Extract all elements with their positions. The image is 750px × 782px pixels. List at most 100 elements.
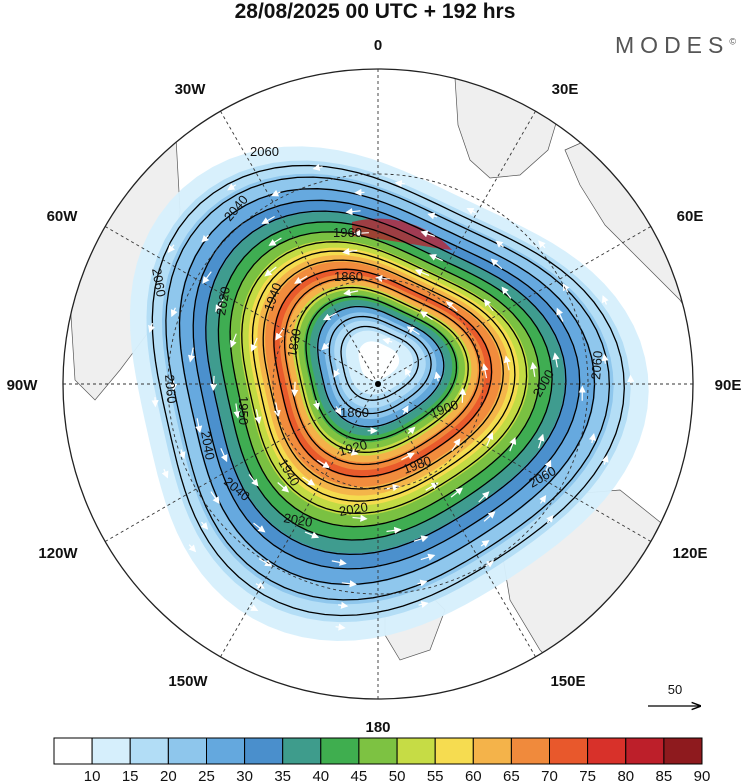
wind-vector-arrow: [451, 438, 461, 452]
colorbar-swatch: [549, 737, 589, 765]
map-border: [62, 68, 694, 700]
wind-vector-arrow: [556, 307, 564, 322]
wind-vector-arrow: [215, 298, 224, 313]
copyright-mark: ©: [729, 36, 736, 47]
height-contour: [328, 315, 432, 415]
colorbar-tick-label: 15: [122, 768, 139, 782]
map-disc: [63, 69, 693, 699]
colorbar-swatch: [587, 737, 627, 765]
colorbar-swatch: [244, 737, 284, 765]
wind-vector-arrow: [382, 337, 393, 345]
wind-vector-arrow: [312, 400, 320, 411]
wind-vector-arrow: [601, 295, 609, 305]
colorbar-swatch: [167, 737, 207, 765]
colorbar-tick-label: 45: [351, 768, 368, 782]
wind-vector-arrow: [401, 405, 409, 415]
height-contour: [178, 188, 596, 586]
meridian-line: [220, 383, 379, 658]
wind-vector-arrow: [354, 188, 365, 197]
height-contour: [340, 325, 419, 401]
wind-vector-arrow: [261, 215, 275, 224]
wind-vector-arrow: [480, 540, 490, 548]
contour-label: 2020: [338, 499, 369, 519]
wind-vector-arrow: [509, 436, 517, 452]
wind-vector-arrow: [322, 312, 337, 321]
colorbar-tick-label: 40: [312, 768, 329, 782]
height-contour: [205, 210, 567, 556]
meridian-line: [377, 383, 652, 542]
wind-speed-band: [358, 341, 400, 381]
colorbar-swatch: [91, 737, 131, 765]
lon-label-30e: 30E: [552, 81, 579, 98]
wind-vectors: [148, 163, 635, 631]
wind-vector-arrow: [394, 180, 405, 188]
colorbar-swatch: [663, 737, 703, 765]
height-contour: [294, 286, 469, 453]
wind-vector-arrow: [195, 418, 203, 434]
wind-vector-arrow: [601, 353, 609, 364]
wind-vector-arrow: [546, 514, 554, 524]
wind-vector-arrow: [268, 237, 282, 246]
wind-vector-arrow: [200, 521, 209, 530]
height-contour: [262, 259, 504, 490]
wind-vector-arrow: [255, 581, 265, 589]
wind-vector-arrow: [588, 433, 596, 444]
wind-vector-arrow: [342, 247, 358, 256]
height-contour: [317, 305, 445, 428]
height-contour: [273, 268, 493, 478]
colorbar-tick-label: 20: [160, 768, 177, 782]
meridian-line: [377, 110, 536, 385]
contour-label: 1830: [284, 327, 304, 358]
wind-vector-arrow: [229, 333, 237, 348]
wind-vector-arrow: [417, 579, 428, 587]
contour-label: 2020: [282, 510, 313, 530]
wind-vector-arrow: [248, 474, 259, 487]
contour-label: 1860: [334, 269, 363, 284]
wind-vector-arrow: [544, 459, 552, 474]
longitude-labels: 0 30E 60E 90E 120E 150E 180 150W 120W 90…: [7, 37, 742, 736]
wind-vector-arrow: [294, 275, 308, 284]
contour-label: 2060: [588, 350, 605, 380]
wind-vector-arrow: [250, 337, 258, 352]
meridian-line: [377, 226, 652, 385]
meridian-line: [104, 226, 379, 385]
height-contour: [229, 231, 540, 528]
colorbar-tick-label: 30: [236, 768, 253, 782]
wind-vector-arrow: [483, 298, 494, 312]
brand-text: MODES: [615, 32, 730, 58]
colorbar-tick-label: 70: [541, 768, 558, 782]
colorbar-tick-label: 60: [465, 768, 482, 782]
colorbar-swatch: [510, 737, 550, 765]
wind-vector-arrow: [404, 367, 412, 377]
lon-label-0: 0: [374, 37, 382, 54]
wind-vector-arrow: [601, 454, 609, 465]
wind-vector-arrow: [386, 526, 402, 534]
colorbar-tick-label: 25: [198, 768, 215, 782]
wind-vector-arrow: [331, 558, 347, 566]
lon-label-60w: 60W: [47, 208, 79, 225]
meridian-line: [104, 383, 379, 542]
colorbar-tick-label: 65: [503, 768, 520, 782]
wind-vector-arrow: [413, 535, 429, 543]
lon-label-90e: 90E: [715, 377, 742, 394]
wind-vector-arrow: [348, 448, 359, 456]
height-contour: [305, 295, 458, 441]
contour-label: 2060: [149, 267, 169, 298]
wind-vector-arrow: [419, 311, 433, 321]
wind-vector-arrow: [209, 375, 218, 392]
wind-vector-arrow: [353, 229, 369, 237]
wind-vector-arrow: [167, 244, 176, 253]
lon-label-150e: 150E: [550, 673, 585, 690]
height-contour: [283, 277, 481, 466]
contour-label: 2060: [250, 144, 279, 159]
wind-vector-arrow: [258, 558, 273, 567]
wind-vector-arrow: [271, 189, 281, 197]
wind-vector-arrow: [277, 482, 290, 493]
wind-scale: 50: [648, 682, 700, 706]
wind-vector-arrow: [161, 468, 169, 479]
wind-vector-arrow: [414, 269, 430, 276]
colorbar-swatch: [434, 737, 474, 765]
lon-label-120w: 120W: [38, 545, 78, 562]
wind-vector-arrow: [481, 363, 489, 379]
